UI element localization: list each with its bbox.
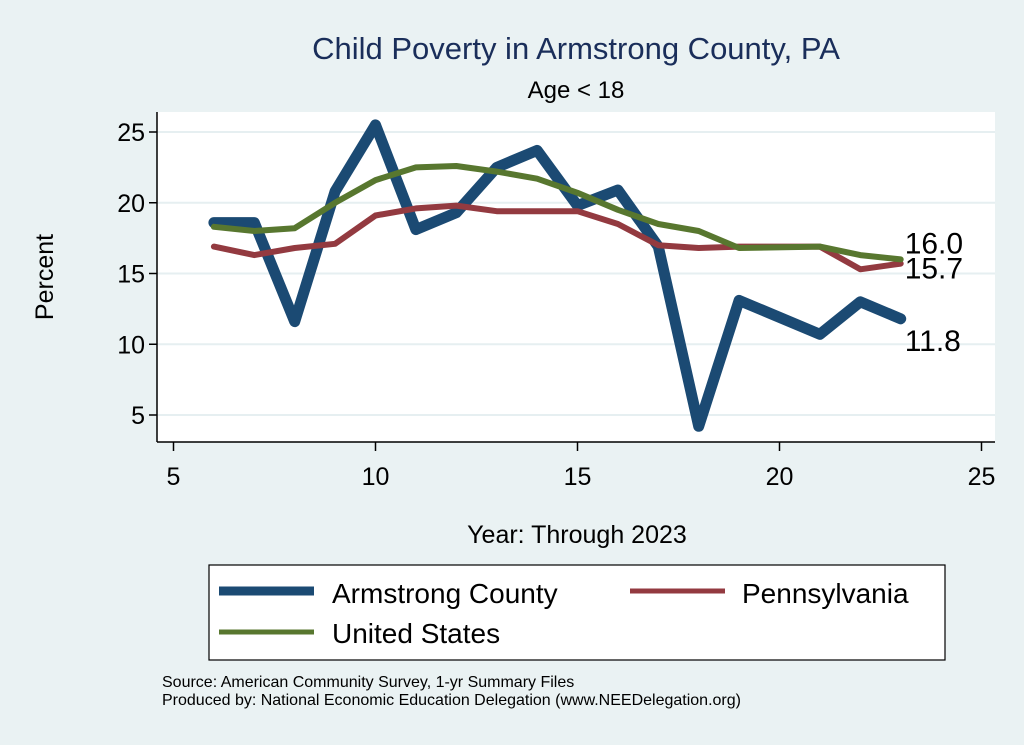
data-point-pennsylvania	[213, 246, 215, 248]
data-point-pennsylvania	[698, 247, 700, 249]
y-tick-label: 5	[131, 402, 145, 430]
data-point-united-states	[738, 247, 740, 249]
end-label-armstrong-county: 11.8	[905, 325, 961, 358]
source-note: Source: American Community Survey, 1-yr …	[162, 674, 574, 691]
data-point-pennsylvania	[536, 210, 538, 212]
x-tick-label: 20	[766, 463, 794, 491]
series-lines	[208, 119, 907, 432]
data-point-pennsylvania	[455, 205, 457, 207]
data-point-pennsylvania	[900, 263, 902, 265]
data-point-pennsylvania	[375, 214, 376, 216]
producer-note: Produced by: National Economic Education…	[162, 692, 741, 709]
data-point-pennsylvania	[859, 268, 861, 270]
legend-label-armstrong-county: Armstrong County	[332, 578, 558, 609]
data-point-pennsylvania	[294, 247, 296, 249]
data-point-united-states	[577, 192, 578, 194]
chart-title: Child Poverty in Armstrong County, PA	[312, 31, 840, 66]
data-point-united-states	[900, 258, 902, 260]
y-axis-label: Percent	[31, 234, 59, 320]
data-point-united-states	[294, 227, 296, 229]
data-point-armstrong-county	[253, 222, 255, 224]
chart-subtitle: Age < 18	[528, 77, 625, 104]
legend-label-pennsylvania: Pennsylvania	[742, 578, 909, 609]
data-point-armstrong-county	[577, 205, 578, 207]
data-point-pennsylvania	[334, 243, 336, 245]
data-point-united-states	[415, 166, 417, 168]
data-point-armstrong-county	[334, 190, 336, 192]
y-tick-label: 15	[117, 261, 145, 289]
data-point-armstrong-county	[900, 318, 902, 320]
data-point-united-states	[455, 165, 457, 167]
x-tick-label: 15	[564, 463, 592, 491]
data-point-armstrong-county	[415, 229, 417, 231]
x-tick-label: 25	[968, 463, 996, 491]
y-tick-label: 25	[117, 119, 145, 147]
data-point-united-states	[859, 254, 861, 256]
data-point-armstrong-county	[698, 425, 700, 427]
x-tick-label: 10	[362, 463, 390, 491]
data-point-armstrong-county	[213, 222, 215, 224]
data-point-armstrong-county	[738, 299, 740, 301]
data-point-armstrong-county	[375, 124, 376, 126]
data-point-armstrong-county	[455, 212, 457, 214]
gridlines	[157, 131, 995, 416]
legend-label-united-states: United States	[332, 618, 500, 649]
data-point-united-states	[213, 226, 215, 228]
data-point-pennsylvania	[496, 210, 498, 212]
data-point-armstrong-county	[859, 301, 861, 303]
y-tick-label: 20	[117, 190, 145, 218]
data-point-pennsylvania	[657, 244, 659, 246]
x-ticks: 5 10 15 20 25	[167, 442, 996, 491]
data-point-united-states	[496, 171, 498, 173]
y-tick-label: 10	[117, 331, 145, 359]
data-point-united-states	[334, 202, 336, 204]
data-point-armstrong-county	[496, 166, 498, 168]
data-point-united-states	[819, 246, 821, 248]
data-point-pennsylvania	[253, 254, 255, 256]
data-point-armstrong-county	[536, 149, 538, 151]
data-point-united-states	[375, 179, 376, 181]
data-point-united-states	[617, 209, 619, 211]
end-labels: 11.8 15.716.0	[905, 227, 963, 357]
data-point-united-states	[536, 178, 538, 180]
legend: Armstrong County Pennsylvania United Sta…	[208, 564, 946, 661]
data-point-armstrong-county	[819, 333, 821, 335]
plot-area	[157, 112, 995, 442]
data-point-pennsylvania	[577, 210, 578, 212]
data-point-armstrong-county	[294, 321, 296, 323]
end-label-pennsylvania: 15.7	[905, 253, 963, 286]
legend-box	[208, 564, 946, 661]
x-axis-label: Year: Through 2023	[467, 521, 687, 549]
data-point-united-states	[657, 223, 659, 225]
data-point-armstrong-county	[617, 189, 619, 191]
x-tick-label: 5	[167, 463, 181, 491]
data-point-united-states	[698, 230, 700, 232]
data-point-united-states	[253, 230, 255, 232]
data-point-pennsylvania	[415, 207, 417, 209]
end-label-united-states: 16.0	[905, 227, 963, 260]
y-ticks: 5 10 15 20 25	[117, 119, 157, 430]
data-point-pennsylvania	[617, 223, 619, 225]
